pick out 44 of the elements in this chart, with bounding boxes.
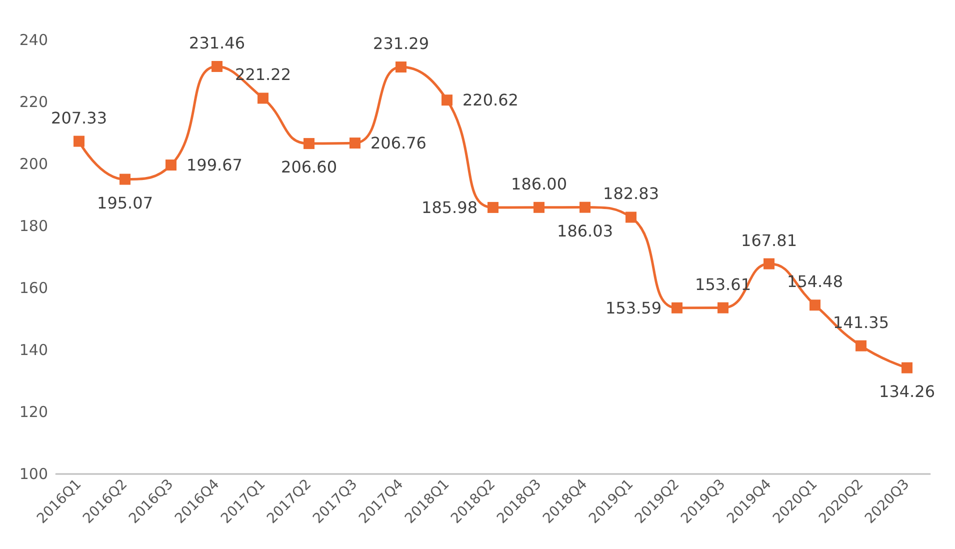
y-tick-label: 120 (19, 403, 48, 421)
point (488, 202, 498, 213)
point (120, 174, 130, 185)
y-tick-label: 240 (19, 31, 48, 49)
data-label: 231.29 (373, 34, 429, 53)
data-label: 220.62 (462, 90, 518, 110)
point (304, 138, 314, 150)
point (856, 340, 866, 352)
y-tick-label: 220 (19, 93, 48, 111)
point (764, 258, 774, 270)
data-label: 186.00 (511, 174, 567, 194)
data-label: 167.81 (741, 230, 797, 250)
point (718, 302, 728, 314)
data-label: 221.22 (235, 65, 291, 84)
data-label: 153.59 (606, 298, 662, 318)
point (580, 202, 590, 213)
data-label: 185.98 (422, 198, 478, 217)
data-label: 206.76 (370, 134, 426, 153)
data-label: 231.46 (189, 33, 245, 52)
point (626, 212, 636, 223)
data-label: 206.60 (281, 158, 337, 177)
point (810, 300, 820, 311)
data-label: 134.26 (879, 382, 935, 401)
data-label: 207.33 (51, 108, 107, 128)
y-tick-label: 140 (19, 341, 48, 359)
y-tick-label: 200 (19, 155, 48, 173)
point (258, 92, 268, 104)
point (166, 160, 176, 171)
point (442, 94, 452, 106)
y-tick-label: 100 (19, 465, 48, 483)
data-label: 141.35 (833, 312, 889, 332)
data-label: 182.83 (603, 184, 659, 204)
point (212, 60, 222, 72)
data-label: 186.03 (557, 221, 613, 240)
point (396, 62, 406, 72)
point (74, 136, 84, 147)
point (534, 202, 544, 213)
point (902, 362, 912, 374)
data-label: 195.07 (97, 193, 153, 212)
point (672, 302, 682, 314)
point (350, 138, 360, 149)
y-tick-label: 180 (19, 217, 48, 235)
y-tick-label: 160 (19, 279, 48, 297)
data-label: 199.67 (186, 156, 242, 175)
